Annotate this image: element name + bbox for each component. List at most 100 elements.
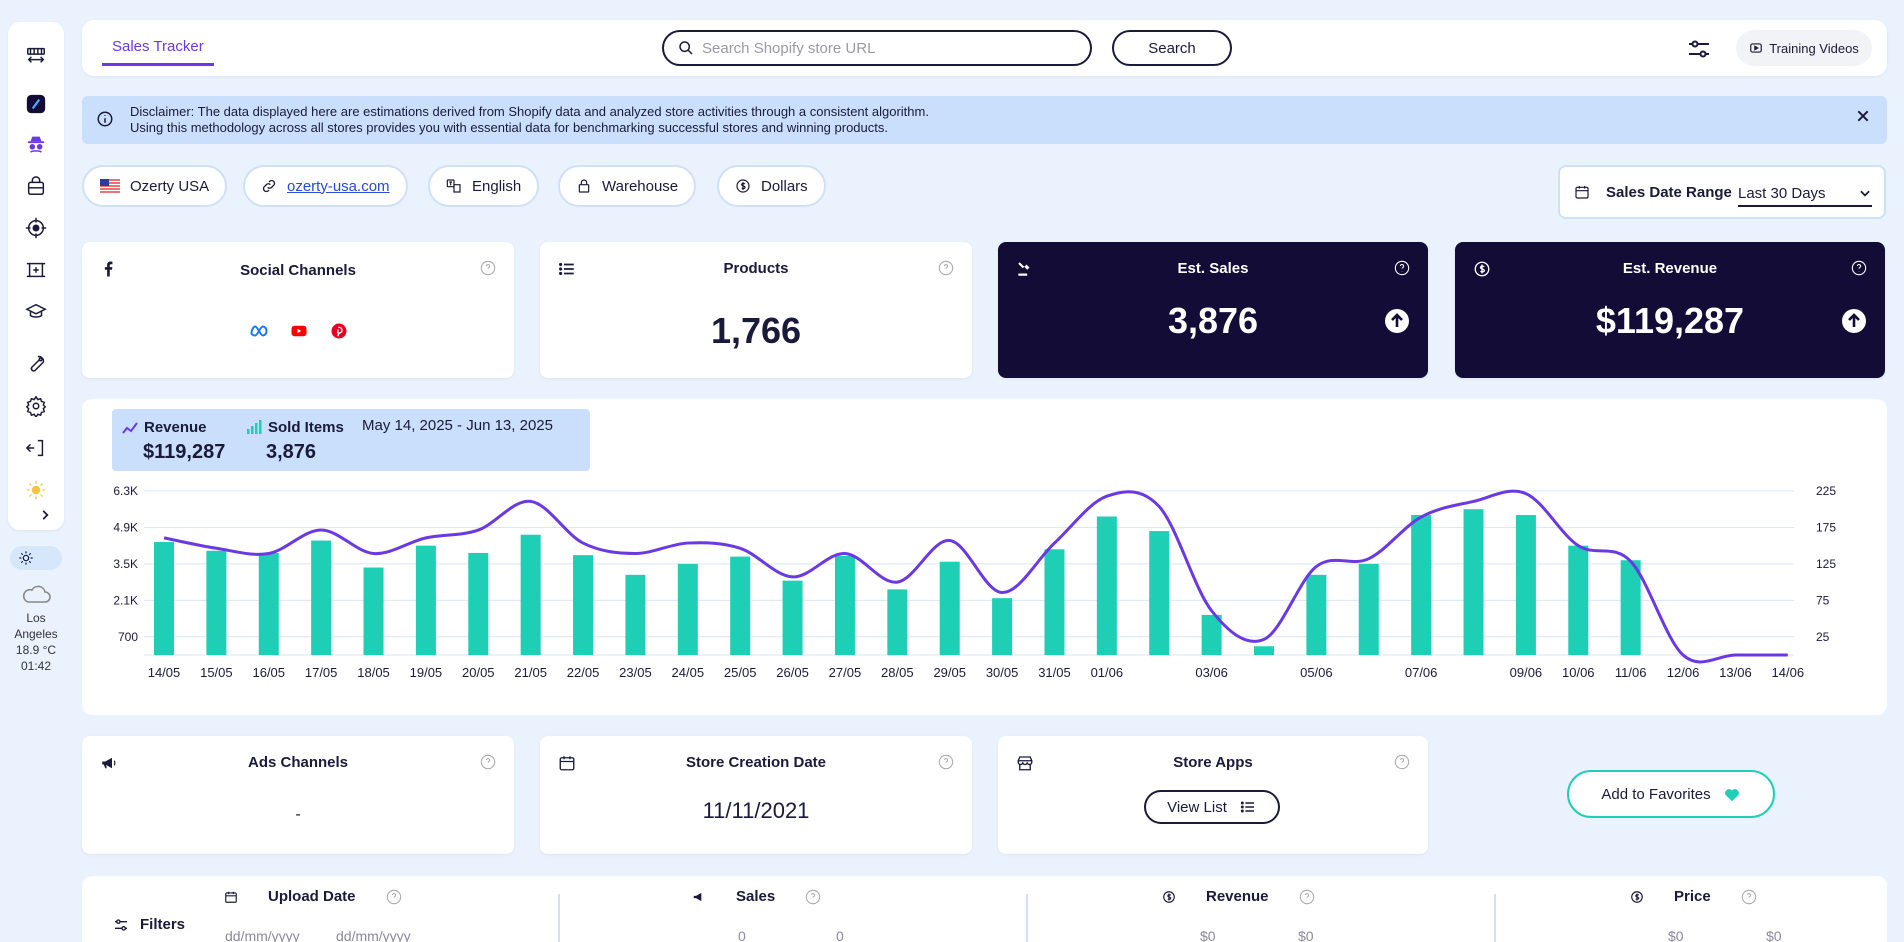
shopping-bag-icon[interactable]: [24, 174, 48, 198]
app-logo-icon[interactable]: [24, 92, 48, 116]
tab-sales-tracker[interactable]: Sales Tracker: [102, 38, 214, 66]
filters-toggle[interactable]: Filters: [112, 916, 185, 933]
revenue-min[interactable]: $0: [1200, 928, 1216, 942]
language-value: English: [472, 177, 522, 195]
theme-toggle[interactable]: [10, 546, 62, 570]
view-list-button[interactable]: View List: [1144, 790, 1280, 824]
weather-city: Los Angeles: [14, 611, 58, 641]
frame-icon[interactable]: [24, 258, 48, 282]
currency-value: Dollars: [761, 177, 808, 195]
sold-items-bar: [1149, 531, 1170, 655]
divider: [1026, 894, 1028, 942]
help-icon[interactable]: [480, 260, 496, 276]
info-icon: [97, 111, 113, 127]
youtube-icon[interactable]: [290, 322, 308, 340]
meta-icon[interactable]: [250, 322, 268, 340]
divider: [1494, 894, 1496, 942]
target-icon[interactable]: [24, 216, 48, 240]
revenue-header: Revenue: [1162, 888, 1315, 905]
filter-sliders-icon[interactable]: [1686, 36, 1712, 62]
dollar-coin-icon: [1631, 890, 1643, 903]
sold-items-bar: [1306, 574, 1327, 655]
list-icon: [559, 262, 574, 276]
sold-items-bar: [887, 589, 908, 655]
search-input[interactable]: [702, 39, 1062, 57]
pinterest-icon[interactable]: [330, 322, 348, 340]
logout-icon[interactable]: [24, 436, 48, 460]
legend-sold-value: 3,876: [266, 441, 317, 463]
x-tick-label: 13/06: [1719, 665, 1752, 680]
social-channels-card: Social Channels: [82, 242, 514, 378]
filters-bar: Filters Upload Date dd/mm/yyyy dd/mm/yyy…: [82, 876, 1887, 942]
top-bar: Sales Tracker Search Training Videos: [82, 20, 1887, 76]
store-switch-icon[interactable]: [24, 44, 48, 68]
sun-theme-icon[interactable]: [24, 478, 48, 502]
sold-items-bar: [1411, 515, 1432, 655]
filter-sliders-icon: [115, 918, 127, 931]
store-apps-title: Store Apps: [1173, 754, 1253, 771]
calendar-icon: [1575, 186, 1589, 199]
help-icon[interactable]: [386, 889, 402, 905]
x-tick-label: 09/06: [1510, 665, 1543, 680]
sold-items-bar: [1096, 516, 1117, 655]
help-icon[interactable]: [480, 754, 496, 770]
weather-temp: 18.9 °C: [15, 643, 57, 657]
sold-items-bar: [730, 556, 751, 655]
x-tick-label: 27/05: [829, 665, 862, 680]
help-icon[interactable]: [805, 889, 821, 905]
disclaimer-banner: Disclaimer: The data displayed here are …: [82, 96, 1887, 144]
search-button[interactable]: Search: [1112, 30, 1232, 66]
wrench-icon[interactable]: [24, 352, 48, 376]
y-left-tick-label: 700: [118, 630, 138, 644]
academy-icon[interactable]: [24, 300, 48, 324]
training-videos-button[interactable]: Training Videos: [1736, 30, 1872, 66]
price-min[interactable]: $0: [1668, 928, 1684, 942]
sales-min[interactable]: 0: [738, 928, 746, 942]
help-icon[interactable]: [1394, 260, 1410, 276]
x-tick-label: 11/06: [1615, 665, 1647, 680]
x-tick-label: 30/05: [986, 665, 1019, 680]
date-range-select[interactable]: Last 30 Days: [1738, 181, 1872, 207]
add-to-favorites-button[interactable]: Add to Favorites: [1567, 770, 1775, 818]
list-icon: [1240, 801, 1254, 813]
est-sales-value: 3,876: [1167, 300, 1259, 341]
sold-items-bar: [1515, 515, 1536, 655]
sold-items-bar: [1620, 560, 1641, 655]
ads-channels-title: Ads Channels: [247, 754, 349, 771]
x-tick-label: 20/05: [462, 665, 495, 680]
close-icon[interactable]: [1855, 108, 1871, 124]
spy-icon[interactable]: [24, 132, 48, 156]
expand-chevron-icon[interactable]: [38, 508, 52, 522]
gavel-icon: [1018, 262, 1030, 276]
date-range-label: Sales Date Range: [1606, 183, 1732, 201]
sales-max[interactable]: 0: [836, 928, 844, 942]
store-url-pill[interactable]: ozerty-usa.com: [243, 165, 408, 207]
upload-date-from[interactable]: dd/mm/yyyy: [225, 928, 300, 942]
x-tick-label: 26/05: [776, 665, 809, 680]
store-url-link[interactable]: ozerty-usa.com: [287, 177, 390, 195]
price-filter-label: Price: [1674, 888, 1711, 905]
help-icon[interactable]: [1851, 260, 1867, 276]
revenue-max[interactable]: $0: [1298, 928, 1314, 942]
store-front-icon: [1017, 756, 1033, 771]
settings-gear-icon[interactable]: [24, 394, 48, 418]
sun-icon: [19, 551, 33, 565]
price-max[interactable]: $0: [1766, 928, 1782, 942]
sold-items-bar: [206, 550, 227, 655]
upload-date-to[interactable]: dd/mm/yyyy: [336, 928, 411, 942]
upload-date-label: Upload Date: [268, 888, 356, 905]
weather-time: 01:42: [20, 659, 52, 673]
x-tick-label: 18/05: [357, 665, 390, 680]
help-icon[interactable]: [938, 260, 954, 276]
help-icon[interactable]: [1299, 889, 1315, 905]
y-right-tick-label: 125: [1816, 557, 1836, 571]
revenue-line: [163, 489, 1788, 664]
megaphone-icon: [693, 892, 702, 901]
help-icon[interactable]: [938, 754, 954, 770]
x-tick-label: 12/06: [1667, 665, 1700, 680]
help-icon[interactable]: [1394, 754, 1410, 770]
est-revenue-value: $119,287: [1595, 300, 1745, 341]
help-icon[interactable]: [1741, 889, 1757, 905]
x-tick-label: 19/05: [410, 665, 443, 680]
search-box[interactable]: [662, 30, 1092, 66]
